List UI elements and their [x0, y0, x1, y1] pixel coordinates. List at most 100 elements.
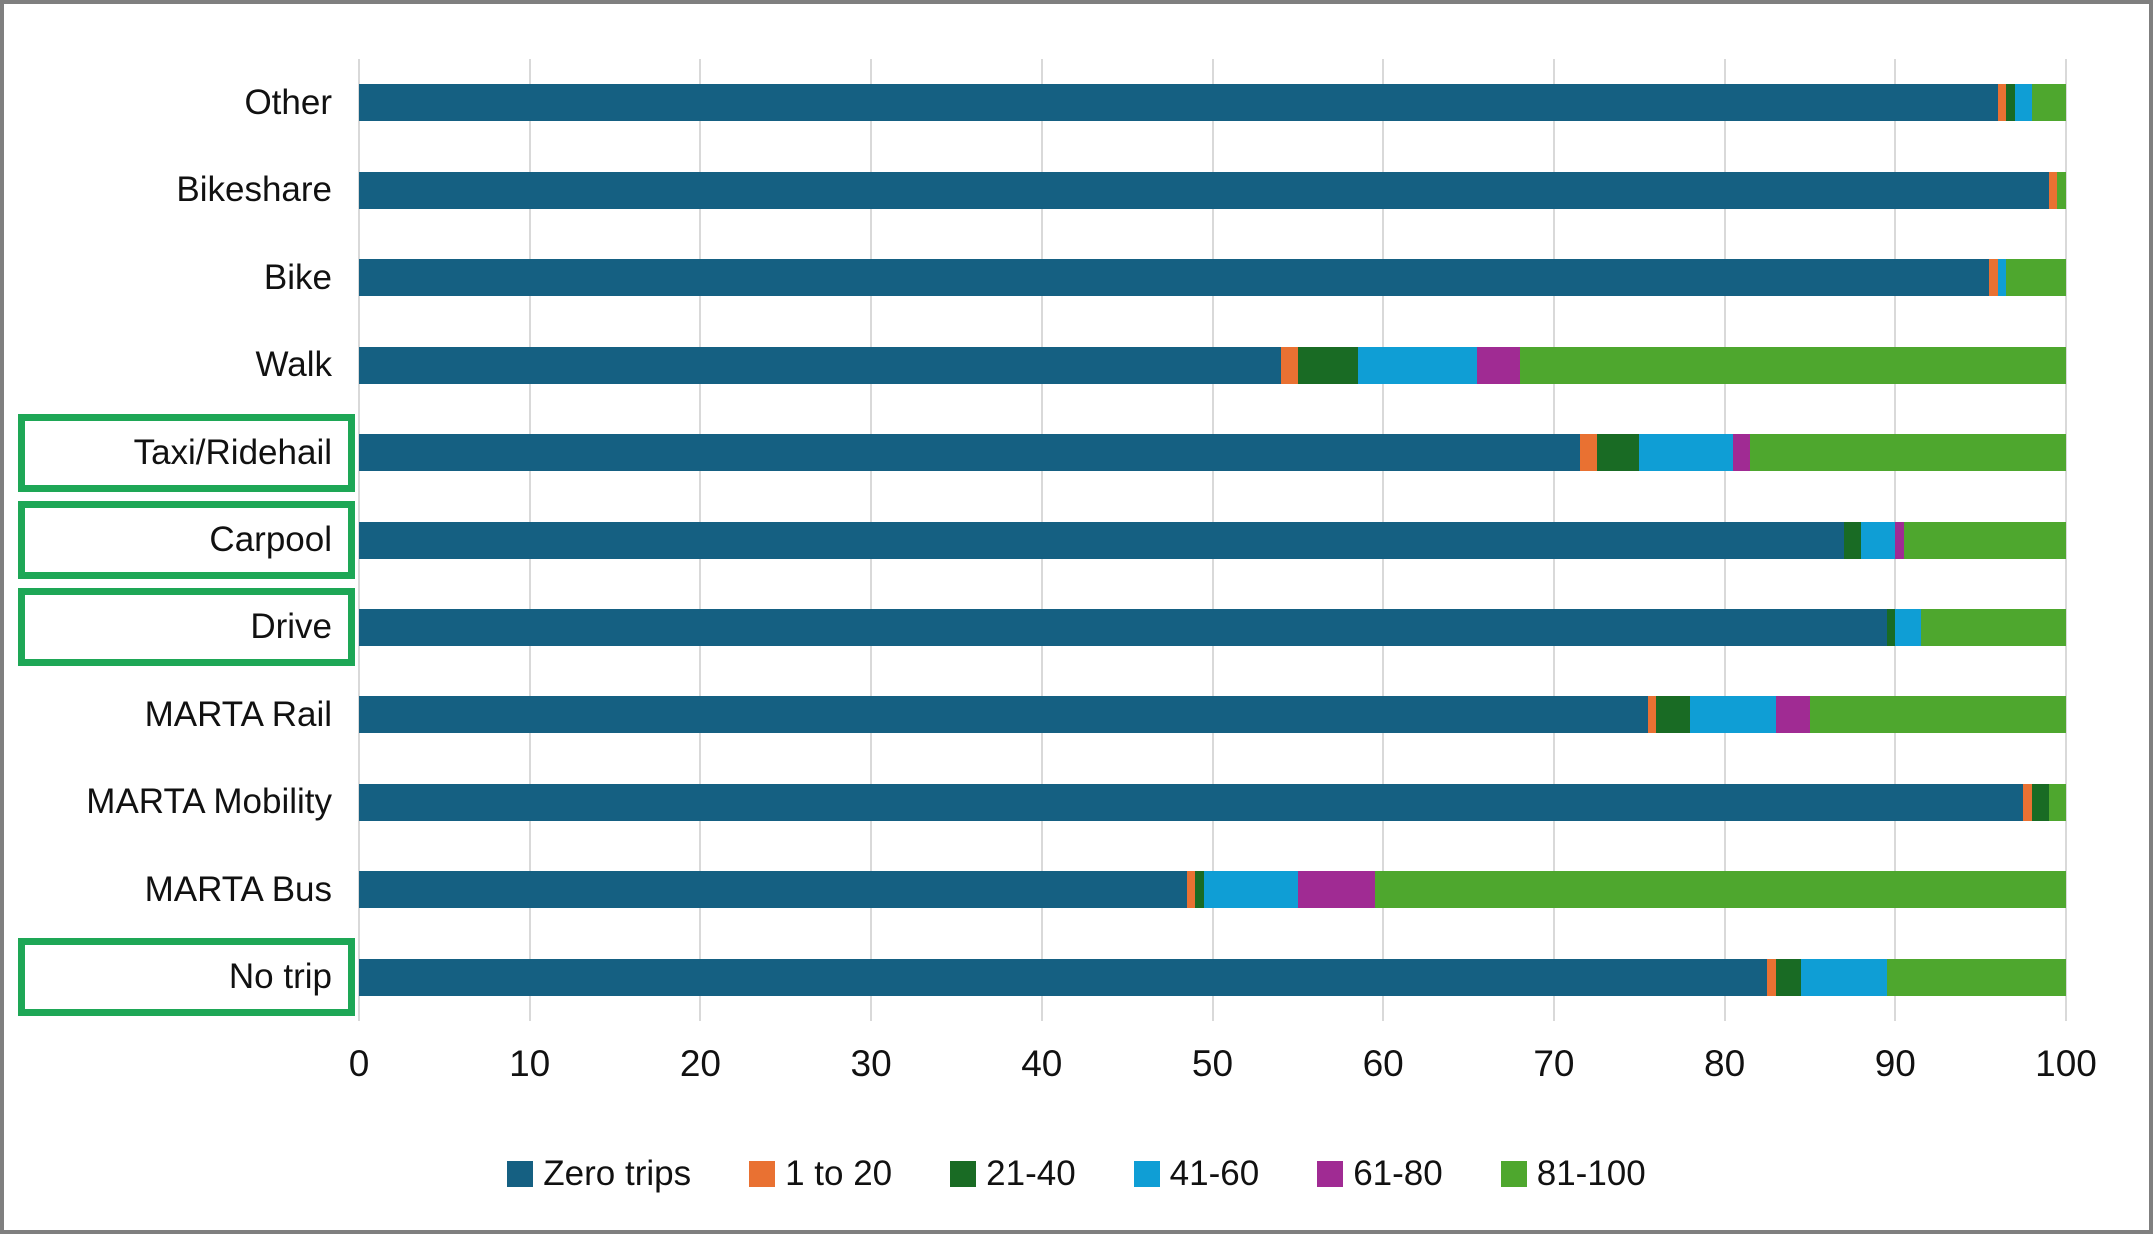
- legend-label: 41-60: [1169, 1154, 1260, 1193]
- x-tick-label-30: 30: [850, 1043, 892, 1084]
- category-label-bike: Bike: [18, 234, 355, 321]
- category-label-text: Carpool: [209, 519, 332, 559]
- bar-row-no-trip: [359, 958, 2066, 996]
- highlight-box: No trip: [18, 938, 355, 1017]
- category-label-text: Other: [244, 82, 332, 122]
- category-label-walk: Walk: [18, 321, 355, 408]
- legend: Zero trips 1 to 20 21-40 41-60 61-80 81-100: [4, 1144, 2149, 1204]
- category-label-taxi-ridehail: Taxi/Ridehail: [18, 409, 355, 496]
- x-tick-label-20: 20: [679, 1043, 721, 1084]
- highlight-box: Drive: [18, 588, 355, 667]
- bar-segment-zero-trips: [359, 346, 1281, 384]
- category-label-no-trip: No trip: [18, 934, 355, 1021]
- bar-row-carpool: [359, 521, 2066, 559]
- bar-segment-61-80: [1297, 871, 1375, 909]
- bar-row-drive: [359, 608, 2066, 646]
- legend-item-21-40: 21-40: [950, 1154, 1076, 1194]
- highlight-box: Taxi/Ridehail: [18, 413, 355, 492]
- bar-segment-21-40: [1297, 346, 1358, 384]
- bar-segment-81-100: [1519, 346, 2066, 384]
- legend-swatch-icon: [1317, 1161, 1344, 1187]
- bar-segment-41-60: [1801, 958, 1887, 996]
- category-label-bikeshare: Bikeshare: [18, 146, 355, 233]
- bar-segment-21-40: [1656, 696, 1691, 734]
- bar-segment-81-100: [1903, 521, 2066, 559]
- bar-row-walk: [359, 346, 2066, 384]
- category-label-text: Bikeshare: [176, 170, 332, 210]
- x-tick-label-10: 10: [509, 1043, 551, 1084]
- bar-segment-41-60: [1639, 434, 1734, 472]
- category-label-drive: Drive: [18, 584, 355, 671]
- bar-segment-61-80: [1775, 696, 1810, 734]
- bar-segment-41-60: [1690, 696, 1776, 734]
- category-label-other: Other: [18, 59, 355, 146]
- category-label-text: Walk: [255, 345, 332, 385]
- bar-segment-21-40: [1886, 608, 1896, 646]
- legend-item-61-80: 61-80: [1317, 1154, 1443, 1194]
- x-tick-label-90: 90: [1874, 1043, 1916, 1084]
- bar-row-bike: [359, 259, 2066, 297]
- bar-segment-81-100: [1809, 696, 2066, 734]
- legend-item-81-100: 81-100: [1500, 1154, 1646, 1194]
- bar-segment-zero-trips: [359, 171, 2049, 209]
- category-label-text: MARTA Mobility: [86, 782, 332, 822]
- bar-segment-21-40: [1844, 521, 1862, 559]
- bar-segment-1-to-20: [1767, 958, 1776, 996]
- legend-swatch-icon: [749, 1161, 776, 1187]
- bar-segment-81-100: [2006, 259, 2066, 297]
- legend-swatch-icon: [507, 1161, 534, 1187]
- category-label-text: MARTA Rail: [144, 694, 332, 734]
- bar-segment-1-to-20: [1647, 696, 1657, 734]
- bar-segment-81-100: [1374, 871, 2066, 909]
- legend-swatch-icon: [1500, 1161, 1527, 1187]
- bar-row-marta-bus: [359, 871, 2066, 909]
- bar-segment-41-60: [1357, 346, 1478, 384]
- bar-segment-81-100: [2048, 783, 2066, 821]
- bar-segment-41-60: [1203, 871, 1298, 909]
- category-label-carpool: Carpool: [18, 496, 355, 583]
- category-label-marta-mobility: MARTA Mobility: [18, 759, 355, 846]
- highlight-box: Carpool: [18, 500, 355, 579]
- bar-segment-zero-trips: [359, 434, 1580, 472]
- bar-segment-41-60: [1861, 521, 1896, 559]
- legend-label: 1 to 20: [785, 1154, 893, 1193]
- x-tick-label-100: 100: [2035, 1043, 2097, 1084]
- x-tick-label-40: 40: [1021, 1043, 1063, 1084]
- bar-segment-41-60: [2014, 84, 2032, 122]
- legend-item-41-60: 41-60: [1133, 1154, 1260, 1194]
- x-tick-label-50: 50: [1191, 1043, 1234, 1084]
- category-label-text: Drive: [250, 607, 332, 647]
- bar-row-marta-mobility: [359, 783, 2066, 821]
- category-label-marta-bus: MARTA Bus: [18, 846, 355, 933]
- bar-segment-41-60: [1997, 259, 2007, 297]
- bar-segment-zero-trips: [359, 958, 1768, 996]
- bar-segment-1-to-20: [1280, 346, 1298, 384]
- bar-segment-1-to-20: [1186, 871, 1196, 909]
- bar-row-taxi-ridehail: [359, 434, 2066, 472]
- legend-label: 61-80: [1353, 1154, 1443, 1193]
- bar-segment-21-40: [1596, 434, 1640, 472]
- bar-segment-41-60: [1895, 608, 1921, 646]
- bar-segment-81-100: [2031, 84, 2066, 122]
- bar-segment-81-100: [2057, 171, 2066, 209]
- bar-segment-61-80: [1733, 434, 1751, 472]
- bar-segment-zero-trips: [359, 696, 1648, 734]
- legend-label: 21-40: [986, 1154, 1076, 1193]
- bar-segment-1-to-20: [2023, 783, 2032, 821]
- bar-segment-1-to-20: [1579, 434, 1597, 472]
- gridline-100: [2065, 59, 2067, 1021]
- plot-area: [358, 59, 2067, 1021]
- bar-row-marta-rail: [359, 696, 2066, 734]
- legend-label: 81-100: [1536, 1154, 1646, 1193]
- bar-segment-zero-trips: [359, 84, 1998, 122]
- bar-segment-zero-trips: [359, 871, 1187, 909]
- bar-segment-zero-trips: [359, 521, 1845, 559]
- bar-segment-81-100: [1920, 608, 2066, 646]
- category-label-text: Bike: [263, 257, 332, 297]
- category-label-text: MARTA Bus: [144, 869, 332, 909]
- bar-segment-1-to-20: [1997, 84, 2007, 122]
- bar-segment-21-40: [1195, 871, 1204, 909]
- legend-item-zero-trips: Zero trips: [507, 1154, 691, 1194]
- bar-segment-21-40: [2031, 783, 2049, 821]
- legend-item-1-to-20: 1 to 20: [749, 1154, 892, 1194]
